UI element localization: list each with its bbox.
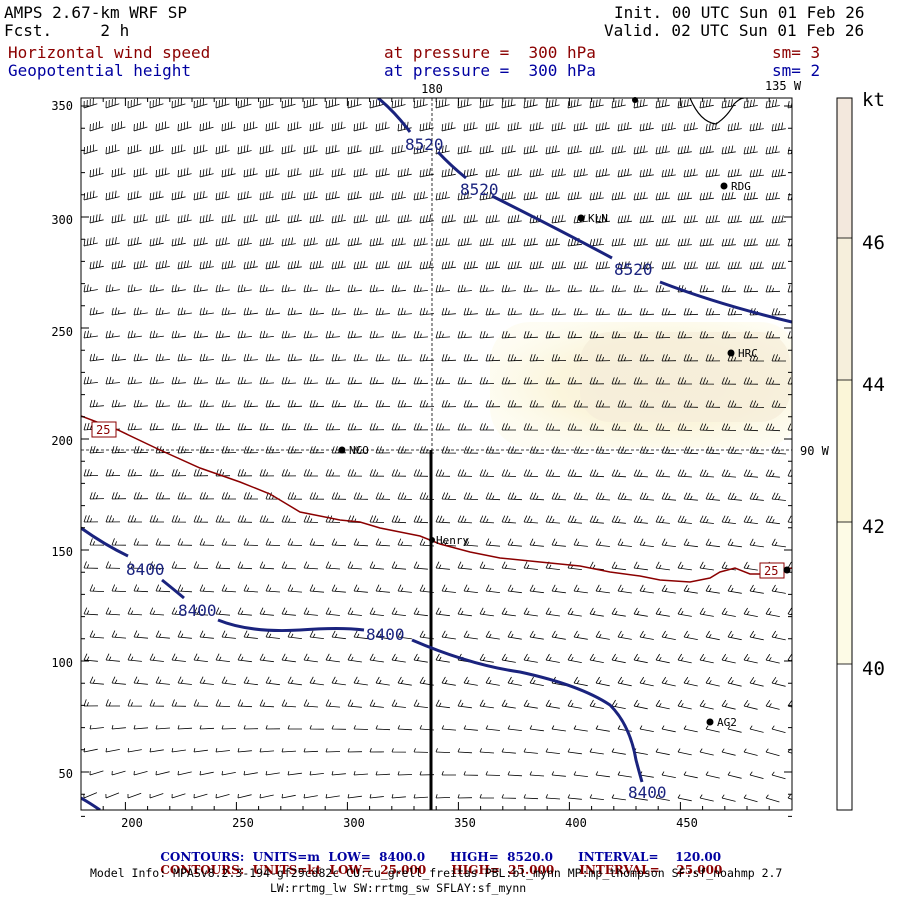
lon-label-135w: 135 W [765, 79, 802, 93]
lon-label-90w: 90 W [800, 444, 830, 458]
x-tick-labels: 200 250 300 350 400 450 [121, 816, 698, 830]
colorbar-label-44: 44 [862, 374, 885, 396]
model-info: Model Info: MPASv8.2.3-194-gf29cd82c CU:… [90, 866, 783, 880]
x-tick-450: 450 [676, 816, 698, 830]
footer-wind-low: LOW= 25.000 [329, 863, 427, 877]
field1-smoothing: sm= 3 [772, 43, 821, 62]
valid-time: Valid. 02 UTC Sun 01 Feb 26 [604, 21, 865, 40]
station-ag2: AG2 [717, 716, 737, 729]
y-tick-200: 200 [51, 434, 73, 448]
field2-name: Geopotential height [8, 61, 192, 80]
footer-wind-interval: INTERVAL= 25.000 [579, 863, 723, 877]
height-label-7: 8400 [628, 783, 667, 802]
lon-label-180: 180 [421, 82, 443, 96]
y-tick-labels: 350 300 250 200 150 100 50 [51, 99, 73, 781]
x-tick-350: 350 [454, 816, 476, 830]
field2-level: at pressure = 300 hPa [384, 61, 596, 80]
height-label-5: 8400 [178, 601, 217, 620]
x-tick-300: 300 [343, 816, 365, 830]
height-contour-labels: 8520 8520 8520 8400 8400 8400 8400 [126, 135, 667, 802]
field1-level: at pressure = 300 hPa [384, 43, 596, 62]
station-rdg: RDG [731, 180, 751, 193]
footer-wind-high: HIGH= 25.000 [451, 863, 555, 877]
height-contours [81, 98, 792, 810]
colorbar: kt 46 44 42 40 [836, 89, 885, 811]
station-henry: Henry [436, 534, 469, 547]
height-label-6: 8400 [366, 625, 405, 644]
forecast-hour: Fcst. 2 h [4, 21, 130, 40]
model-title: AMPS 2.67-km WRF SP [4, 3, 188, 22]
height-label-1: 8520 [405, 135, 444, 154]
y-tick-350: 350 [51, 99, 73, 113]
x-tick-250: 250 [232, 816, 254, 830]
height-label-3: 8520 [614, 260, 653, 279]
colorbar-label-42: 42 [862, 516, 885, 538]
footer-row-height: CONTOURS: UNITS=m LOW= 8400.0 HIGH= 8520… [152, 838, 721, 864]
footer-height-title: CONTOURS: [160, 850, 245, 864]
height-label-4: 8400 [126, 560, 165, 579]
y-tick-250: 250 [51, 325, 73, 339]
y-tick-50: 50 [59, 767, 73, 781]
map-canvas: 8520 8520 8520 8400 8400 8400 8400 25 25… [51, 79, 885, 830]
x-tick-200: 200 [121, 816, 143, 830]
footer-height-high: HIGH= 8520.0 [450, 850, 554, 864]
y-tick-150: 150 [51, 545, 73, 559]
footer-height-low: LOW= 8400.0 [328, 850, 426, 864]
wind-contour-25kt [81, 415, 792, 583]
init-time: Init. 00 UTC Sun 01 Feb 26 [614, 3, 865, 22]
station-kln: KLN [588, 212, 608, 225]
x-tick-400: 400 [565, 816, 587, 830]
station-hrc: HRC [738, 347, 758, 360]
footer-row-wind: CONTOURS: UNITS=kt LOW= 25.000 HIGH= 25.… [152, 851, 722, 877]
colorbar-unit: kt [862, 89, 885, 111]
wind-speed-shading [490, 322, 792, 448]
colorbar-label-40: 40 [862, 658, 885, 680]
coastline [689, 98, 745, 125]
field1-name: Horizontal wind speed [8, 43, 211, 62]
y-tick-100: 100 [51, 656, 73, 670]
wind-barb-paths [83, 98, 792, 803]
footer-wind-title: CONTOURS: [160, 863, 245, 877]
footer-height-units: UNITS=m [252, 850, 321, 864]
wind-label-1: 25 [96, 423, 110, 437]
footer-wind-units: UNITS=kt [252, 863, 322, 877]
field2-smoothing: sm= 2 [772, 61, 821, 80]
wind-barbs [83, 98, 792, 803]
axis-tick-marks [80, 98, 792, 817]
footer-height-interval: INTERVAL= 120.00 [578, 850, 722, 864]
height-label-2: 8520 [460, 180, 499, 199]
model-info-2: LW:rrtmg_lw SW:rrtmg_sw SFLAY:sf_mynn [270, 881, 527, 895]
y-tick-300: 300 [51, 213, 73, 227]
plot-frame [80, 97, 793, 811]
wind-label-2: 25 [764, 564, 778, 578]
colorbar-label-46: 46 [862, 232, 885, 254]
station-nco: NCO [349, 444, 369, 457]
